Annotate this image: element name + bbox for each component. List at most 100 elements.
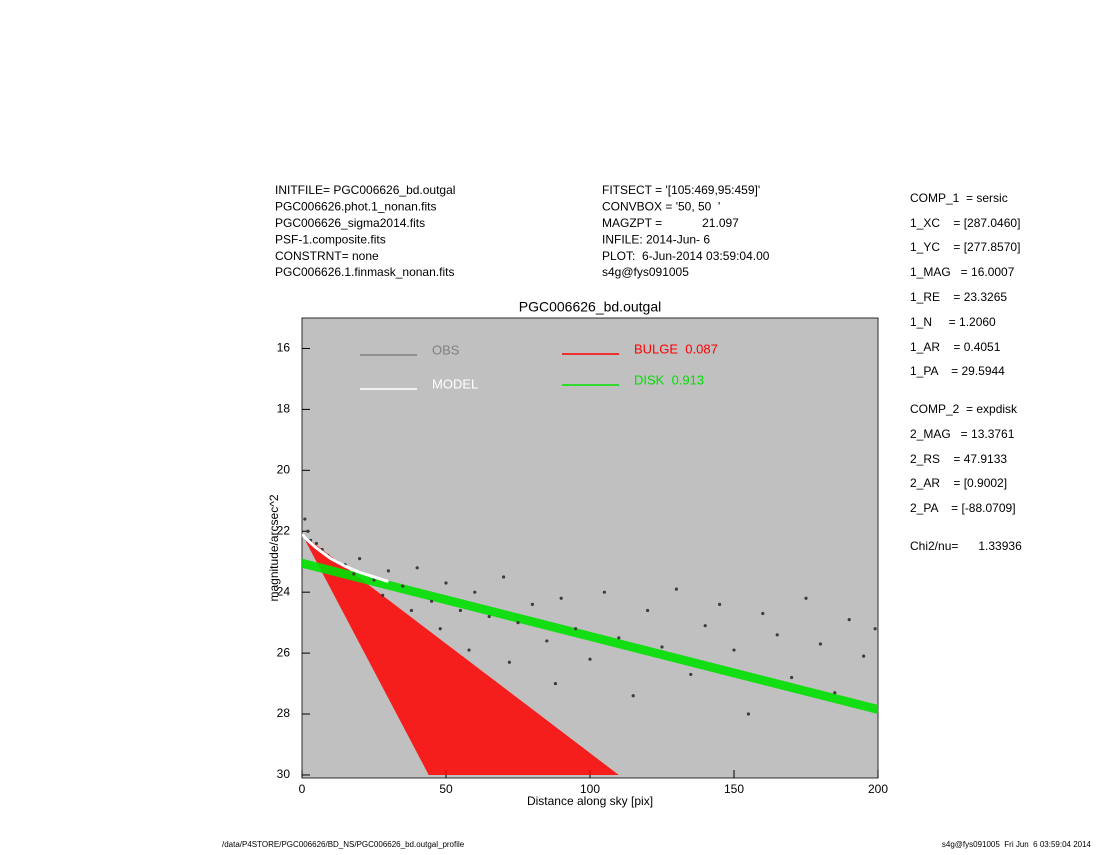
plot-marks	[302, 517, 878, 775]
obs-point	[617, 636, 621, 640]
disk-band	[302, 558, 878, 715]
obs-point	[487, 614, 491, 619]
model-line	[302, 533, 389, 583]
obs-point	[588, 657, 592, 661]
obs-point	[818, 642, 823, 646]
param-line: 1_N = 1.2060	[910, 315, 996, 329]
obs-point	[372, 578, 376, 582]
y-tick-label: 20	[277, 462, 291, 476]
y-tick-label: 22	[277, 523, 291, 537]
obs-point	[732, 648, 736, 652]
param-line: 1_PA = 29.5944	[910, 364, 1005, 378]
obs-point	[352, 572, 356, 576]
param-line: 1_MAG = 16.0007	[910, 265, 1015, 279]
obs-point	[467, 648, 471, 652]
obs-point	[790, 675, 794, 680]
header-middle-line: INFILE: 2014-Jun- 6	[602, 232, 710, 246]
header-middle-line: MAGZPT = 21.097	[602, 216, 739, 230]
obs-point	[438, 627, 442, 631]
obs-point	[381, 593, 385, 597]
bulge-fan	[302, 534, 619, 775]
legend-label: DISK 0.913	[634, 372, 704, 387]
obs-point	[660, 645, 664, 649]
legend-label: MODEL	[432, 376, 478, 391]
param-line: 2_AR = [0.9002]	[910, 476, 1007, 490]
y-tick-label: 16	[277, 341, 291, 355]
header-left-line: INITFILE= PGC006626_bd.outgal	[275, 183, 455, 197]
obs-point	[553, 681, 558, 686]
obs-point	[746, 712, 751, 716]
obs-point	[458, 608, 462, 613]
obs-point	[415, 566, 419, 570]
header-left-line: CONSTRNT= none	[275, 249, 379, 263]
chart-title: PGC006626_bd.outgal	[519, 299, 661, 315]
obs-point	[502, 575, 506, 579]
param-line: COMP_1 = sersic	[910, 191, 1008, 205]
param-line: 1_XC = [287.0460]	[910, 216, 1020, 230]
obs-point	[674, 587, 679, 591]
obs-point	[847, 617, 851, 622]
header-middle-line: PLOT: 6-Jun-2014 03:59:04.00	[602, 249, 770, 263]
x-tick-label: 100	[580, 782, 600, 796]
y-tick-label: 26	[277, 645, 291, 659]
obs-point	[602, 590, 607, 594]
param-line: 1_YC = [277.8570]	[910, 240, 1020, 254]
obs-point	[862, 654, 866, 658]
obs-point	[530, 602, 535, 606]
footer-path: /data/P4STORE/PGC006626/BD_NS/PGC006626_…	[222, 840, 465, 849]
obs-point	[873, 627, 877, 631]
obs-point	[516, 621, 520, 625]
obs-point	[303, 517, 307, 521]
y-tick-label: 28	[277, 706, 291, 720]
param-line: COMP_2 = expdisk	[910, 402, 1018, 416]
y-tick-label: 24	[277, 584, 291, 598]
header-middle-line: CONVBOX = '50, 50 '	[602, 200, 720, 214]
x-tick-label: 150	[724, 782, 744, 796]
obs-point	[631, 694, 635, 698]
x-axis-label: Distance along sky [pix]	[527, 794, 653, 808]
obs-point	[314, 541, 318, 546]
param-line: 2_PA = [-88.0709]	[910, 501, 1016, 515]
header-middle-line: s4g@fys091005	[602, 265, 689, 279]
param-line: 2_RS = 47.9133	[910, 452, 1007, 466]
header-left-line: PSF-1.composite.fits	[275, 232, 386, 246]
plot-area	[301, 317, 879, 779]
param-line: Chi2/nu= 1.33936	[910, 539, 1022, 553]
obs-point	[775, 633, 779, 637]
obs-point	[703, 624, 707, 628]
header-left-line: PGC006626.phot.1_nonan.fits	[275, 200, 436, 214]
obs-point	[689, 672, 693, 677]
obs-point	[804, 596, 808, 600]
obs-point	[833, 691, 837, 695]
header-middle-line: FITSECT = '[105:469,95:459]'	[602, 183, 760, 197]
obs-point	[430, 599, 434, 603]
obs-point	[473, 590, 477, 594]
obs-point	[646, 608, 650, 613]
obs-point	[444, 581, 448, 585]
param-line: 2_MAG = 13.3761	[910, 427, 1015, 441]
obs-point	[358, 557, 362, 561]
y-axis-label: magnitude/arcsec^2	[267, 494, 281, 601]
param-line: 1_AR = 0.4051	[910, 340, 1001, 354]
header-left-line: PGC006626.1.finmask_nonan.fits	[275, 265, 454, 279]
x-tick-label: 50	[439, 782, 453, 796]
obs-point	[574, 627, 578, 631]
obs-point	[306, 529, 310, 533]
legend-label: BULGE 0.087	[634, 341, 718, 356]
obs-point	[718, 602, 722, 606]
obs-point	[386, 569, 390, 573]
legend-label: OBS	[432, 342, 460, 357]
header-left-line: PGC006626_sigma2014.fits	[275, 216, 425, 230]
y-tick-label: 30	[277, 767, 291, 781]
obs-point	[401, 584, 405, 588]
x-tick-label: 200	[868, 782, 888, 796]
obs-point	[559, 596, 563, 600]
y-tick-label: 18	[277, 402, 291, 416]
footer-stamp: s4g@fys091005 Fri Jun 6 03:59:04 2014	[942, 840, 1092, 849]
obs-point	[761, 611, 765, 616]
obs-point	[507, 660, 511, 664]
obs-point	[545, 639, 549, 643]
obs-point	[409, 608, 414, 613]
x-tick-label: 0	[299, 782, 306, 796]
